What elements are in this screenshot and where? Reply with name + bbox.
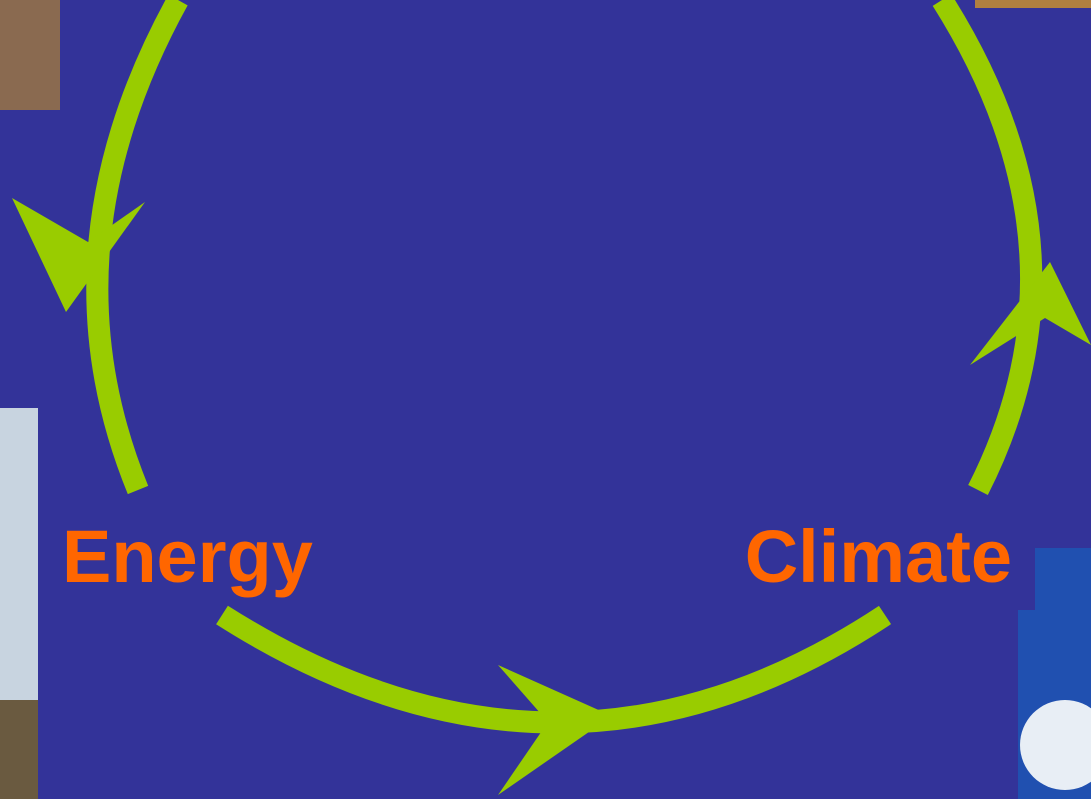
node-label: Energy: [62, 515, 313, 598]
node-label: Climate: [745, 515, 1012, 598]
cloud-photo-left-ground: [0, 700, 38, 799]
background: [0, 0, 1091, 799]
crowd-photo: [0, 0, 60, 110]
photo-mask: [1018, 548, 1035, 610]
field-photo: [975, 0, 1091, 8]
page: Energy Climate (() => { const data = JSO…: [0, 0, 1091, 799]
cycle-diagram: Energy Climate: [0, 0, 1091, 799]
